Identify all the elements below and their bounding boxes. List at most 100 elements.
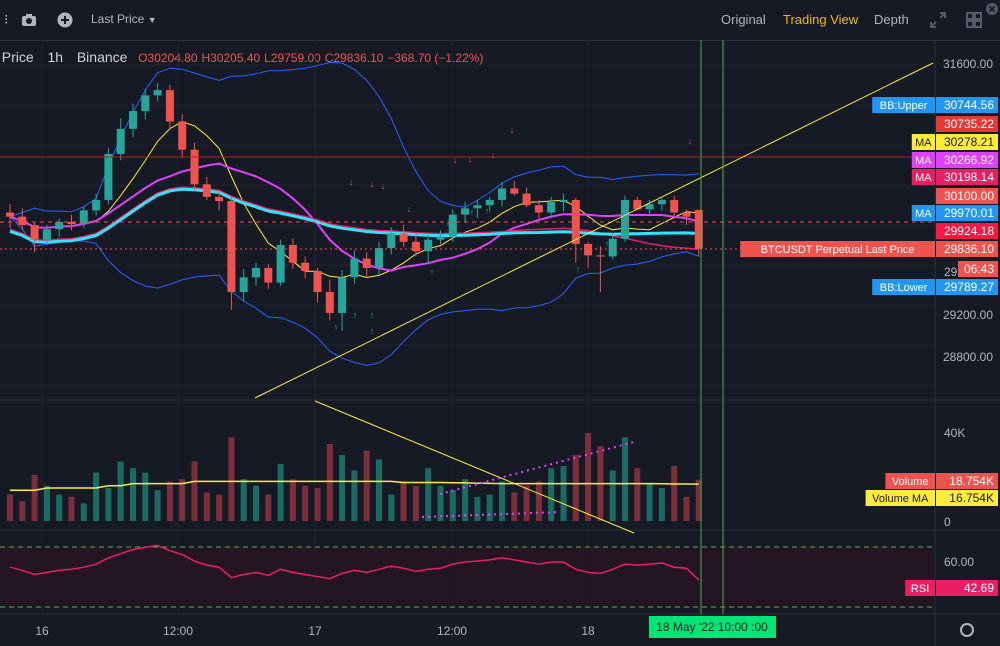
candle-body [178,121,187,150]
candle-body [153,90,162,96]
candle-body [399,233,408,242]
ma-yellow-value: 30278.21 [944,135,994,149]
crosshair-time-label: 18 May '22 10:00 :00 [656,620,768,634]
tab-original[interactable]: Original [721,12,766,27]
time-tick-label: 16 [35,624,49,638]
candle-body [18,216,27,226]
volume-bar [191,461,198,521]
price-tick-label: 29200.00 [943,308,993,322]
volume-bar [351,470,358,521]
volume-bar [388,494,395,521]
close-icon[interactable] [986,3,998,15]
ohlc-change: −368.70 (−1.22%) [387,51,484,65]
volume-bar [154,490,161,521]
candle-body [215,196,224,202]
rsi-line [9,544,700,581]
candle-body [79,210,88,225]
volume-bar [19,501,26,521]
bb-upper-value: 30744.56 [944,98,994,112]
price-chart[interactable]: ↓ ↓ ↓ ↓ ↓ ↓ ↓ ↓ ↓ ↑ ↑ ↑ ↑ ↑ ↑ ↑ ↑ ↑ ↑ 31600.00 29200.00 2880… [0,40,1000,646]
bb-lower-line [9,216,699,366]
candle-body [645,204,654,210]
volume-bar [203,492,210,521]
volume-bar [326,444,333,521]
volume-bar [179,479,186,521]
candle-body [190,149,199,185]
candle-body [522,193,531,206]
symbol-label: t Price [0,49,34,65]
candle-body [67,221,76,225]
buy-signal-icon: ↑ [605,239,610,249]
bb-upper-line [9,61,699,218]
volume-bar [400,481,407,521]
ma-magenta-value-bg [936,152,998,168]
volume-bar [105,488,112,521]
volume-ma-value-bg [936,490,998,506]
candle-body [276,244,285,283]
candles [6,82,703,331]
layout-grid-icon[interactable] [966,12,982,28]
candle-body [448,214,457,237]
candle-body [338,277,347,313]
countdown-value-bg [958,261,998,277]
volume-bar [7,494,13,521]
candle-body [682,212,691,217]
volume-bar [523,485,530,521]
buy-signal-icon: ↑ [576,264,581,274]
candle-body [670,199,679,213]
volume-bar [462,479,469,521]
ohlc-close: C29836.10 [324,51,384,65]
volume-bar [695,479,702,521]
ma-magenta-label-bg [911,152,935,168]
ma-cyan-label: MA [915,208,932,220]
ma-crimson-label: MA [915,172,932,184]
volume-bar [240,479,247,521]
rsi-pane [0,544,933,608]
candle-body [55,221,64,230]
bb-lower-value: 29789.27 [944,280,994,294]
volume-bar [585,433,592,521]
candle-body [694,209,703,249]
last-price-value-bg [936,241,998,257]
volume-bar [425,468,432,521]
menu-dots-icon[interactable]: ⁝ [4,11,9,27]
time-tick-label: 12:00 [163,624,193,638]
candle-body [202,184,211,197]
candle-body [424,239,433,252]
candle-body [313,271,322,292]
last-price-value: 29836.10 [944,242,994,256]
tab-depth[interactable]: Depth [874,12,909,27]
candle-body [375,248,383,268]
bb-lower-label: BB:Lower [880,282,928,294]
candle-body [633,199,642,210]
sell-signal-icon: ↓ [510,125,515,135]
candle-body [436,236,445,240]
ohlc-open: O30204.80 [138,51,198,65]
candle-body [239,277,248,292]
volume-ma-value: 16.754K [949,491,994,505]
candle-body [92,199,101,211]
drawings: ↓ ↓ ↓ ↓ ↓ ↓ ↓ ↓ ↓ ↑ ↑ ↑ ↑ ↑ ↑ ↑ ↑ ↑ ↑ [0,40,934,614]
camera-icon[interactable] [21,13,37,27]
crosshair-time-bg [649,616,776,638]
candle-body [485,199,494,206]
candle-body [165,90,174,122]
interval-label[interactable]: 1h [47,49,64,65]
buy-signal-icon: ↑ [353,310,358,320]
volume-bar [671,466,678,521]
ma-cyan-line [9,187,699,244]
sell-signal-icon: ↓ [370,179,375,189]
tab-trading-view[interactable]: Trading View [783,12,859,27]
add-indicator-icon[interactable] [57,12,73,28]
volume-bar [166,481,173,521]
ma-crimson-line [9,186,699,251]
expand-icon[interactable] [930,12,946,28]
candle-body [129,111,137,129]
sell-signal-icon: ↓ [381,181,386,191]
settings-gear-icon[interactable] [960,623,974,637]
volume-bar [289,479,296,521]
volume-bar [43,485,50,521]
countdown-value: 06:43 [964,262,994,276]
price-type-select[interactable]: Last Price ▼ [91,12,157,26]
volume-bar [277,463,284,521]
